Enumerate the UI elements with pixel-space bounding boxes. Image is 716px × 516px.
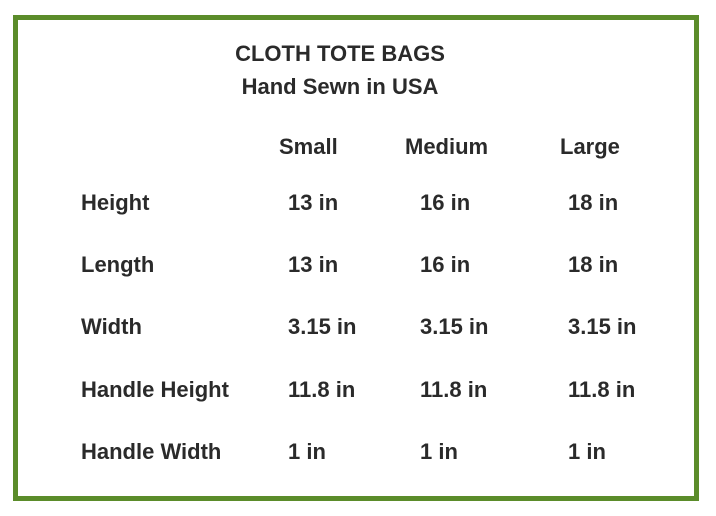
row-label: Handle Width [81, 439, 222, 464]
cell-value: 3.15 in [568, 314, 637, 339]
cell-value: 13 in [288, 252, 339, 277]
cell-value: 3.15 in [420, 314, 489, 339]
cell-value: 16 in [420, 190, 471, 215]
cell-value: 11.8 in [288, 377, 356, 402]
column-header-small: Small [279, 134, 338, 159]
cell-value: 11.8 in [420, 377, 488, 402]
row-label: Handle Height [81, 377, 229, 402]
column-header-large: Large [560, 134, 620, 159]
cell-value: 1 in [420, 439, 458, 464]
table-title: CLOTH TOTE BAGS [235, 41, 445, 66]
row-label: Length [81, 252, 155, 277]
cell-value: 18 in [568, 252, 619, 277]
column-header-medium: Medium [405, 134, 489, 159]
cell-value: 13 in [288, 190, 339, 215]
row-label: Width [81, 314, 142, 339]
green-border-frame [13, 15, 699, 501]
cell-value: 3.15 in [288, 314, 357, 339]
table-subtitle: Hand Sewn in USA [241, 74, 439, 99]
cell-value: 1 in [568, 439, 606, 464]
cell-value: 1 in [288, 439, 326, 464]
cell-value: 11.8 in [568, 377, 636, 402]
row-label: Height [81, 190, 150, 215]
cell-value: 16 in [420, 252, 471, 277]
cell-value: 18 in [568, 190, 619, 215]
